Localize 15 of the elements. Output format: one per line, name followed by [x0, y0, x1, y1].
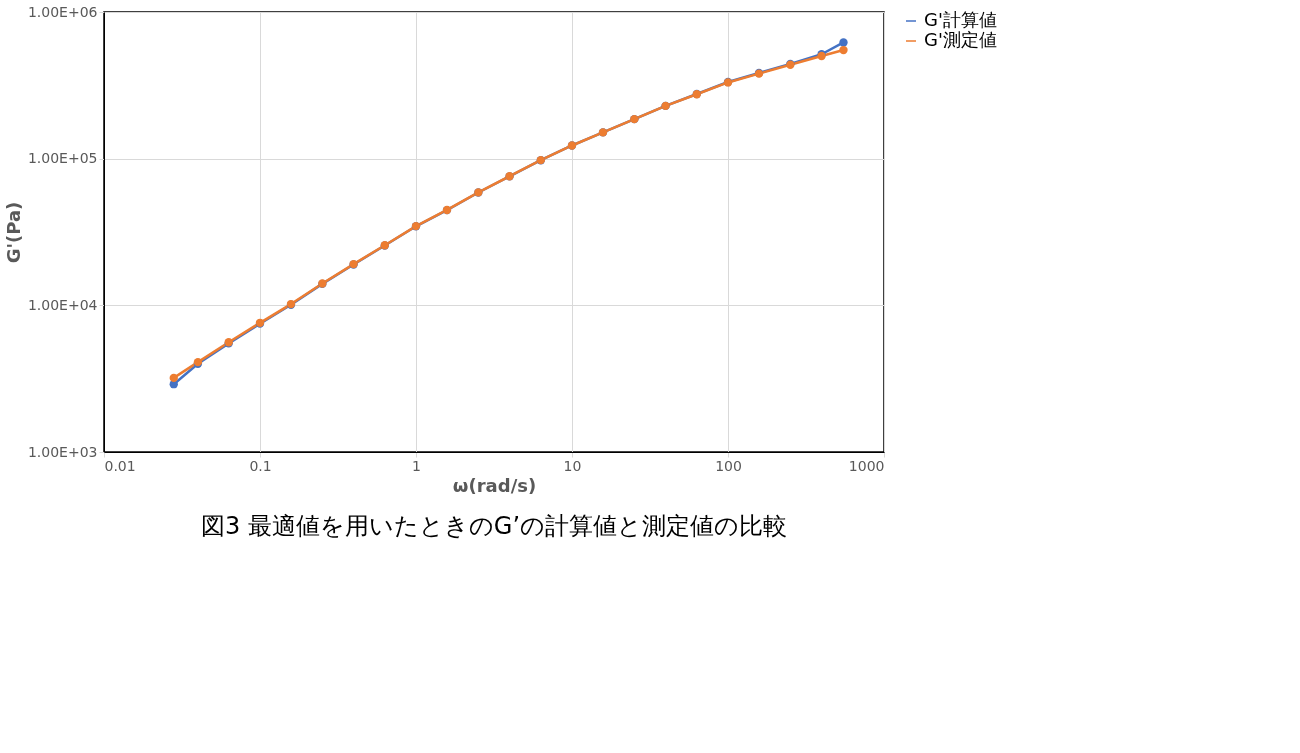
x-tick-label: 0.1 — [249, 457, 272, 474]
x-tick-label: 10 — [563, 457, 582, 474]
y-axis-title: G'(Pa) — [2, 201, 24, 264]
legend-label: G'測定値 — [924, 29, 997, 50]
x-tick-label: 1000 — [848, 457, 885, 474]
x-tick-label: 100 — [715, 457, 742, 474]
y-tick-label: 1.00E+05 — [27, 150, 98, 167]
x-tick-label: 1 — [412, 457, 421, 474]
y-tick-label: 1.00E+04 — [27, 296, 98, 313]
y-tick-label: 1.00E+03 — [27, 443, 98, 460]
y-tick-label: 1.00E+06 — [27, 3, 98, 20]
text: 図3 最適値を用いたときのG’の計算値と測定値の比較 — [200, 512, 788, 540]
legend-label: G'計算値 — [924, 9, 997, 30]
x-tick-label: 0.01 — [104, 457, 136, 474]
x-axis-title: ω(rad/s) — [452, 474, 537, 496]
